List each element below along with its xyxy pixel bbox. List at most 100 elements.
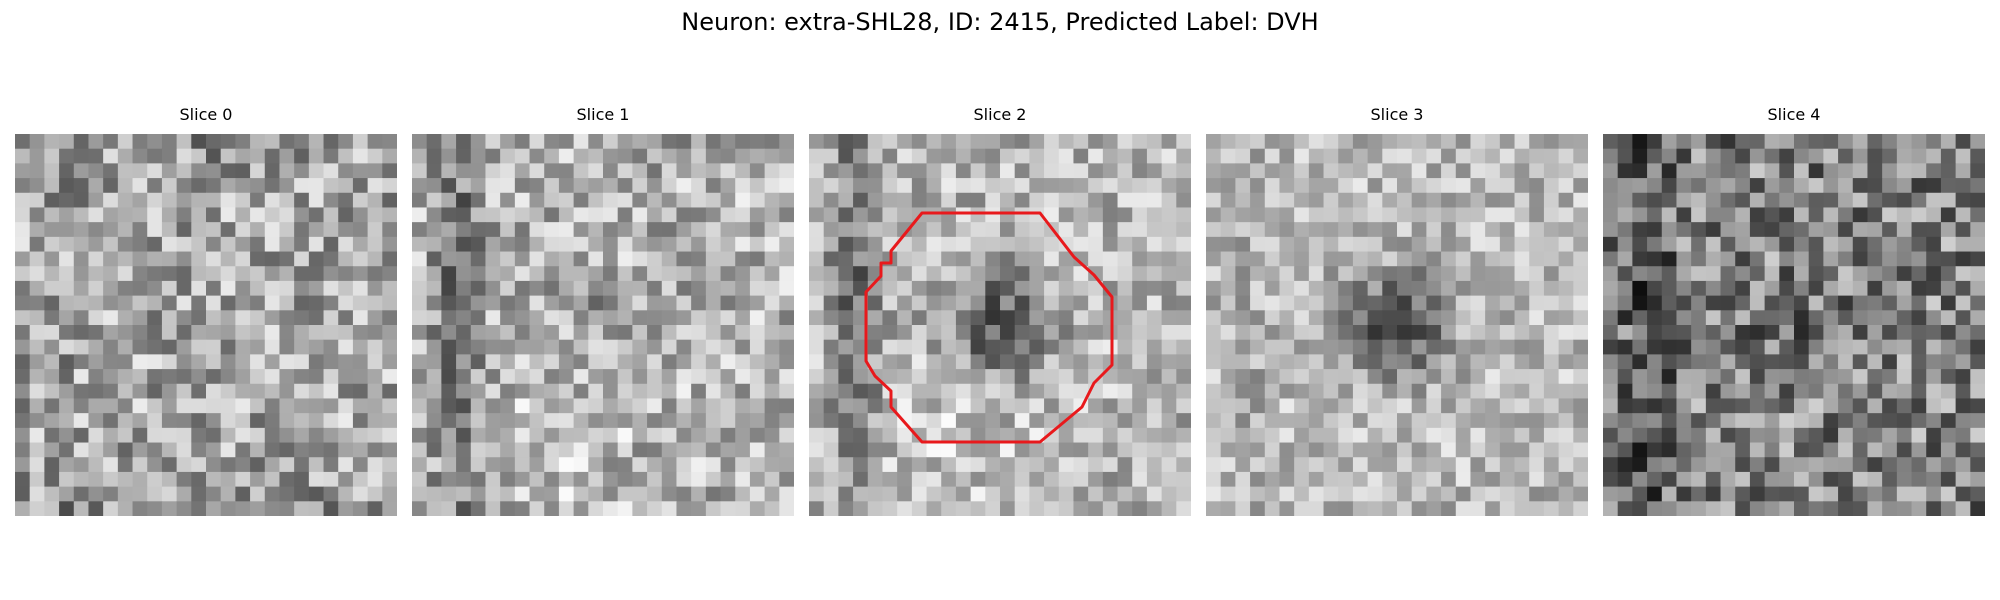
- image-pixel: [1970, 471, 1985, 488]
- image-pixel: [279, 280, 295, 297]
- image-pixel: [1323, 310, 1339, 326]
- image-pixel: [412, 457, 428, 473]
- image-pixel: [235, 457, 251, 473]
- image-pixel: [1073, 369, 1089, 385]
- image-pixel: [44, 295, 60, 311]
- image-pixel: [456, 383, 472, 399]
- image-pixel: [1940, 207, 1957, 223]
- image-pixel: [970, 457, 986, 473]
- image-pixel: [1014, 471, 1030, 488]
- image-pixel: [1470, 251, 1486, 267]
- image-pixel: [206, 178, 222, 194]
- image-pixel: [176, 163, 192, 179]
- image-pixel: [426, 222, 442, 238]
- image-pixel: [1352, 471, 1369, 488]
- image-pixel: [1161, 369, 1177, 385]
- image-pixel: [1867, 178, 1883, 194]
- image-pixel: [1161, 383, 1177, 399]
- image-pixel: [529, 398, 545, 414]
- image-pixel: [558, 325, 575, 341]
- image-pixel: [1485, 369, 1501, 385]
- image-pixel: [338, 236, 354, 252]
- image-pixel: [1235, 134, 1251, 150]
- image-pixel: [59, 471, 75, 488]
- image-pixel: [1161, 325, 1177, 341]
- image-pixel: [161, 354, 178, 370]
- image-pixel: [661, 398, 677, 414]
- image-pixel: [1882, 310, 1898, 326]
- image-pixel: [1485, 471, 1501, 488]
- slice-title-1: Slice 1: [576, 105, 630, 124]
- image-pixel: [1397, 383, 1413, 399]
- image-pixel: [1543, 398, 1560, 414]
- image-pixel: [176, 471, 192, 488]
- image-pixel: [647, 280, 663, 297]
- image-pixel: [1632, 163, 1648, 179]
- image-pixel: [308, 501, 324, 516]
- image-pixel: [1955, 325, 1971, 341]
- image-pixel: [603, 486, 619, 502]
- image-pixel: [132, 163, 148, 179]
- image-pixel: [88, 207, 104, 223]
- image-pixel: [59, 163, 75, 179]
- image-pixel: [1176, 310, 1191, 326]
- image-pixel: [558, 280, 575, 297]
- image-pixel: [1573, 163, 1588, 179]
- image-pixel: [1705, 383, 1721, 399]
- image-pixel: [1794, 280, 1810, 297]
- image-pixel: [382, 398, 397, 414]
- image-pixel: [632, 471, 648, 488]
- image-pixel: [15, 339, 31, 355]
- image-pixel: [1206, 266, 1222, 282]
- image-pixel: [1573, 413, 1588, 429]
- image-pixel: [867, 310, 883, 326]
- image-pixel: [1235, 325, 1251, 341]
- image-pixel: [1058, 295, 1074, 311]
- image-pixel: [220, 310, 236, 326]
- image-pixel: [735, 383, 751, 399]
- image-pixel: [617, 413, 633, 429]
- image-pixel: [441, 222, 457, 238]
- image-pixel: [1749, 295, 1766, 311]
- image-pixel: [1367, 413, 1383, 429]
- image-pixel: [1794, 413, 1810, 429]
- image-pixel: [1955, 134, 1971, 150]
- image-pixel: [514, 486, 530, 502]
- image-pixel: [1661, 266, 1677, 282]
- image-pixel: [514, 457, 530, 473]
- image-pixel: [1338, 383, 1354, 399]
- image-pixel: [220, 325, 236, 341]
- image-pixel: [1779, 295, 1795, 311]
- image-pixel: [117, 251, 133, 267]
- image-pixel: [485, 471, 501, 488]
- image-pixel: [838, 457, 854, 473]
- image-pixel: [1764, 222, 1780, 238]
- image-pixel: [456, 163, 472, 179]
- image-pixel: [352, 398, 369, 414]
- image-pixel: [1014, 280, 1030, 297]
- image-pixel: [235, 251, 251, 267]
- image-pixel: [603, 427, 619, 443]
- image-pixel: [1000, 163, 1016, 179]
- image-pixel: [250, 325, 266, 341]
- image-pixel: [970, 486, 986, 502]
- image-pixel: [382, 471, 397, 488]
- image-pixel: [191, 398, 207, 414]
- image-pixel: [1367, 207, 1383, 223]
- image-pixel: [1543, 148, 1560, 164]
- image-pixel: [1029, 354, 1045, 370]
- image-pixel: [1632, 251, 1648, 267]
- image-pixel: [294, 280, 310, 297]
- image-pixel: [1308, 148, 1324, 164]
- image-pixel: [15, 148, 31, 164]
- image-pixel: [1220, 310, 1236, 326]
- image-pixel: [1779, 163, 1795, 179]
- image-pixel: [1764, 266, 1780, 282]
- image-pixel: [1808, 280, 1824, 297]
- image-pixel: [1117, 236, 1133, 252]
- image-pixel: [1146, 325, 1163, 341]
- image-pixel: [1720, 354, 1736, 370]
- image-pixel: [1970, 236, 1985, 252]
- image-pixel: [1176, 295, 1191, 311]
- image-pixel: [749, 295, 766, 311]
